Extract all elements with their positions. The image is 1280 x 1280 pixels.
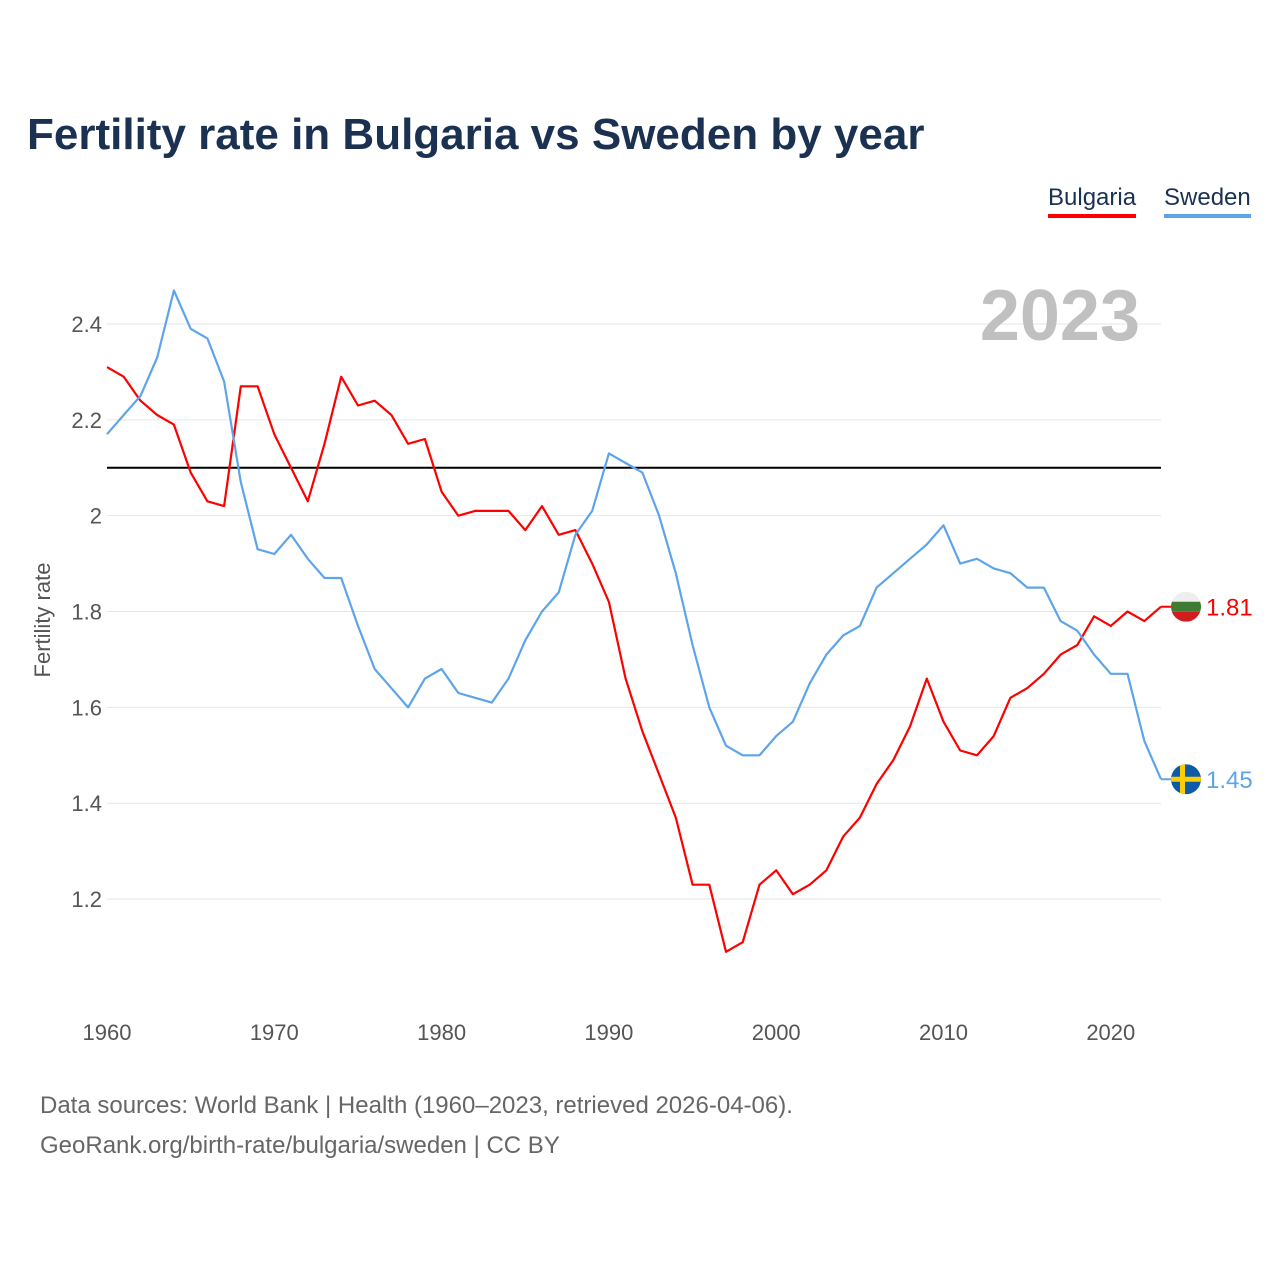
- y-axis-label: Fertility rate: [30, 563, 55, 678]
- y-tick-label: 2.2: [71, 408, 102, 433]
- footer: Data sources: World Bank | Health (1960–…: [40, 1086, 793, 1166]
- y-tick-label: 2.4: [71, 312, 102, 337]
- x-tick-label: 1960: [83, 1020, 132, 1045]
- legend-sweden[interactable]: Sweden: [1164, 184, 1251, 218]
- y-tick-label: 1.6: [71, 695, 102, 720]
- x-tick-label: 1970: [250, 1020, 299, 1045]
- x-tick-label: 2000: [752, 1020, 801, 1045]
- series-line-bulgaria: [106, 366, 1162, 953]
- x-tick-label: 1990: [584, 1020, 633, 1045]
- bulgaria-flag-icon: [1171, 591, 1201, 622]
- y-tick-label: 2: [90, 504, 102, 529]
- y-tick-label: 1.8: [71, 600, 102, 625]
- sweden-flag-icon: [1171, 764, 1201, 795]
- end-value-label-bulgaria: 1.81: [1206, 595, 1253, 622]
- legend-bulgaria[interactable]: Bulgaria: [1048, 184, 1137, 218]
- data-sources: Data sources: World Bank | Health (1960–…: [40, 1092, 793, 1119]
- y-tick-label: 1.4: [71, 791, 102, 816]
- y-tick-label: 1.2: [71, 887, 102, 912]
- year-watermark: 2023: [980, 276, 1140, 356]
- end-value-label-sweden: 1.45: [1206, 767, 1253, 794]
- x-tick-label: 2020: [1086, 1020, 1135, 1045]
- source-link[interactable]: GeoRank.org/birth-rate/bulgaria/sweden |…: [40, 1132, 560, 1159]
- x-tick-label: 1980: [417, 1020, 466, 1045]
- x-tick-label: 2010: [919, 1020, 968, 1045]
- series-line-sweden: [106, 289, 1163, 780]
- chart-title: Fertility rate in Bulgaria vs Sweden by …: [27, 110, 925, 159]
